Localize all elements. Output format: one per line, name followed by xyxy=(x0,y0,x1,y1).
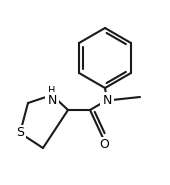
Text: H: H xyxy=(48,86,56,96)
Text: S: S xyxy=(16,127,24,139)
Text: O: O xyxy=(99,139,109,152)
Text: N: N xyxy=(102,93,112,107)
Text: N: N xyxy=(47,93,57,107)
